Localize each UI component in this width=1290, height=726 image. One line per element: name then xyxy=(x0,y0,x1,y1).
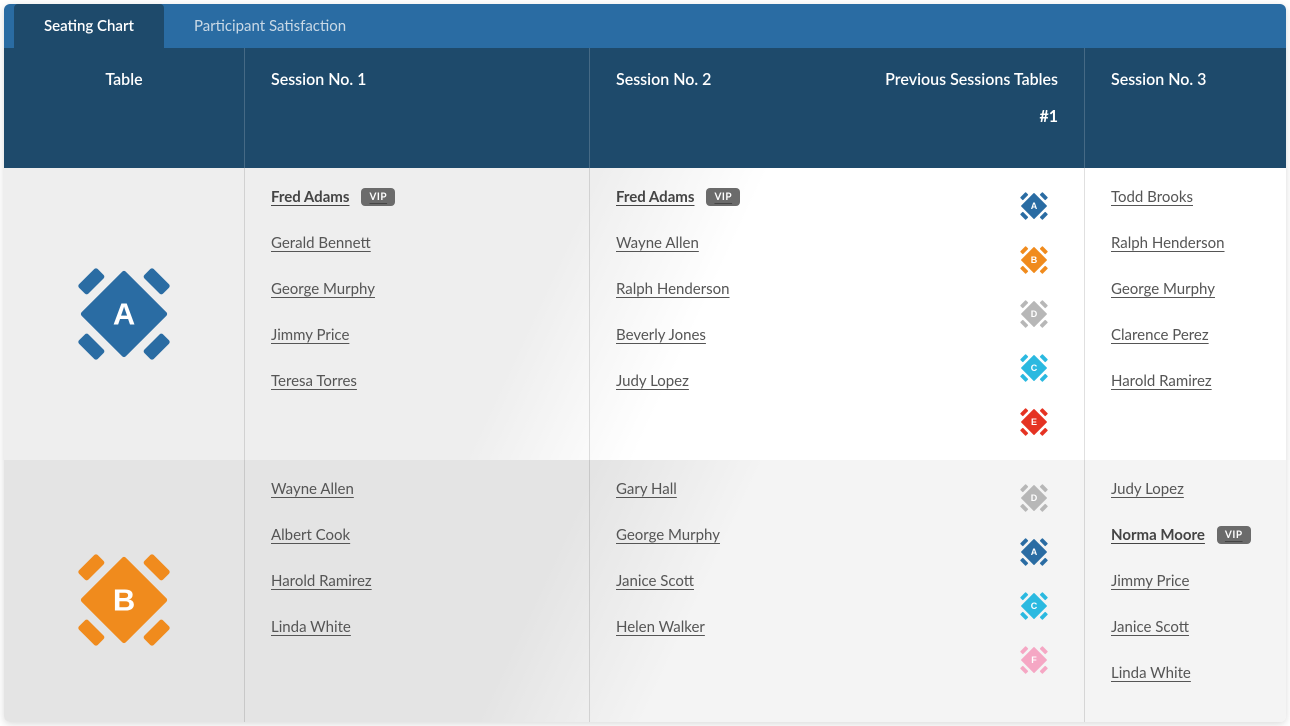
vip-badge: VIP xyxy=(1217,526,1251,544)
participant-link[interactable]: Todd Brooks xyxy=(1111,188,1260,206)
header-table: Table xyxy=(4,48,244,168)
participant-link[interactable]: Albert Cook xyxy=(271,526,563,544)
svg-text:E: E xyxy=(1031,417,1037,427)
table-icon-cell: B xyxy=(4,460,244,722)
svg-text:A: A xyxy=(1031,547,1038,557)
participant-link[interactable]: Jimmy Price xyxy=(271,326,563,344)
participant-link[interactable]: Judy Lopez xyxy=(1111,480,1260,498)
prev-table-icon-C: C xyxy=(1016,588,1052,624)
participant-link[interactable]: George Murphy xyxy=(1111,280,1260,298)
svg-text:C: C xyxy=(1031,363,1038,373)
table-icon-B: B xyxy=(64,540,184,660)
tabs-bar: Seating Chart Participant Satisfaction xyxy=(4,4,1286,48)
participant-link[interactable]: Wayne Allen xyxy=(271,480,563,498)
svg-text:D: D xyxy=(1031,309,1038,319)
session1-cell: Fred AdamsVIP Gerald Bennett George Murphy… xyxy=(244,168,589,460)
header-row: Table Session No. 1 Session No. 2 Previo… xyxy=(4,48,1286,168)
header-prev-sessions: Previous Sessions Tables xyxy=(885,70,1058,89)
prev-table-icon-A: A xyxy=(1016,188,1052,224)
table-row-A: A Fred AdamsVIP Gerald Bennett George Murp… xyxy=(4,168,1286,460)
participant-link[interactable]: Janice Scott xyxy=(616,572,994,590)
svg-text:D: D xyxy=(1031,493,1038,503)
participant-link[interactable]: Harold Ramirez xyxy=(1111,372,1260,390)
tab-seating-chart[interactable]: Seating Chart xyxy=(14,4,164,48)
participant-link[interactable]: George Murphy xyxy=(271,280,563,298)
prev-table-icon-D: D xyxy=(1016,480,1052,516)
participant-link[interactable]: Harold Ramirez xyxy=(271,572,563,590)
participant-link[interactable]: Jimmy Price xyxy=(1111,572,1260,590)
tab-participant-satisfaction[interactable]: Participant Satisfaction xyxy=(164,4,376,48)
session3-cell: Judy Lopez Norma MooreVIP Jimmy Price Janic… xyxy=(1084,460,1286,722)
participant-link[interactable]: Ralph Henderson xyxy=(616,280,994,298)
session2-cell: Fred AdamsVIP Wayne Allen Ralph Henderson B… xyxy=(589,168,1084,460)
participant-link[interactable]: George Murphy xyxy=(616,526,994,544)
seating-chart-app: Seating Chart Participant Satisfaction T… xyxy=(4,4,1286,722)
participant-link[interactable]: Gary Hall xyxy=(616,480,994,498)
participant-link[interactable]: Ralph Henderson xyxy=(1111,234,1260,252)
participant-link[interactable]: Linda White xyxy=(271,618,563,636)
participant-link[interactable]: Clarence Perez xyxy=(1111,326,1260,344)
participant-link[interactable]: Norma MooreVIP xyxy=(1111,526,1260,544)
participant-link[interactable]: Judy Lopez xyxy=(616,372,994,390)
svg-text:A: A xyxy=(113,297,135,332)
header-session3: Session No. 3 xyxy=(1084,48,1286,168)
participant-link[interactable]: Fred AdamsVIP xyxy=(616,188,994,206)
svg-text:B: B xyxy=(113,583,135,618)
prev-table-icon-E: E xyxy=(1016,404,1052,440)
prev-table-icon-F: F xyxy=(1016,642,1052,678)
participant-link[interactable]: Fred AdamsVIP xyxy=(271,188,563,206)
rows-container: A Fred AdamsVIP Gerald Bennett George Murp… xyxy=(4,168,1286,722)
header-session1: Session No. 1 xyxy=(244,48,589,168)
svg-text:A: A xyxy=(1031,201,1038,211)
svg-text:C: C xyxy=(1031,601,1038,611)
table-icon-A: A xyxy=(64,254,184,374)
svg-text:B: B xyxy=(1031,255,1038,265)
participant-link[interactable]: Linda White xyxy=(1111,664,1260,682)
header-session2-label: Session No. 2 xyxy=(616,70,711,168)
prev-table-icon-C: C xyxy=(1016,350,1052,386)
prev-table-icon-B: B xyxy=(1016,242,1052,278)
participant-link[interactable]: Teresa Torres xyxy=(271,372,563,390)
prev-table-icon-D: D xyxy=(1016,296,1052,332)
table-icon-cell: A xyxy=(4,168,244,460)
participant-link[interactable]: Wayne Allen xyxy=(616,234,994,252)
session2-cell: Gary Hall George Murphy Janice Scott Helen … xyxy=(589,460,1084,722)
participant-link[interactable]: Janice Scott xyxy=(1111,618,1260,636)
session1-cell: Wayne Allen Albert Cook Harold Ramirez Lind… xyxy=(244,460,589,722)
prev-table-icon-A: A xyxy=(1016,534,1052,570)
table-row-B: B Wayne Allen Albert Cook Harold Ramirez Li… xyxy=(4,460,1286,722)
header-prev-sub: #1 xyxy=(885,107,1058,126)
participant-link[interactable]: Helen Walker xyxy=(616,618,994,636)
session3-cell: Todd Brooks Ralph Henderson George Murphy C… xyxy=(1084,168,1286,460)
vip-badge: VIP xyxy=(361,188,395,206)
header-session2: Session No. 2 Previous Sessions Tables #… xyxy=(589,48,1084,168)
svg-text:F: F xyxy=(1031,655,1037,665)
participant-link[interactable]: Gerald Bennett xyxy=(271,234,563,252)
vip-badge: VIP xyxy=(706,188,740,206)
participant-link[interactable]: Beverly Jones xyxy=(616,326,994,344)
